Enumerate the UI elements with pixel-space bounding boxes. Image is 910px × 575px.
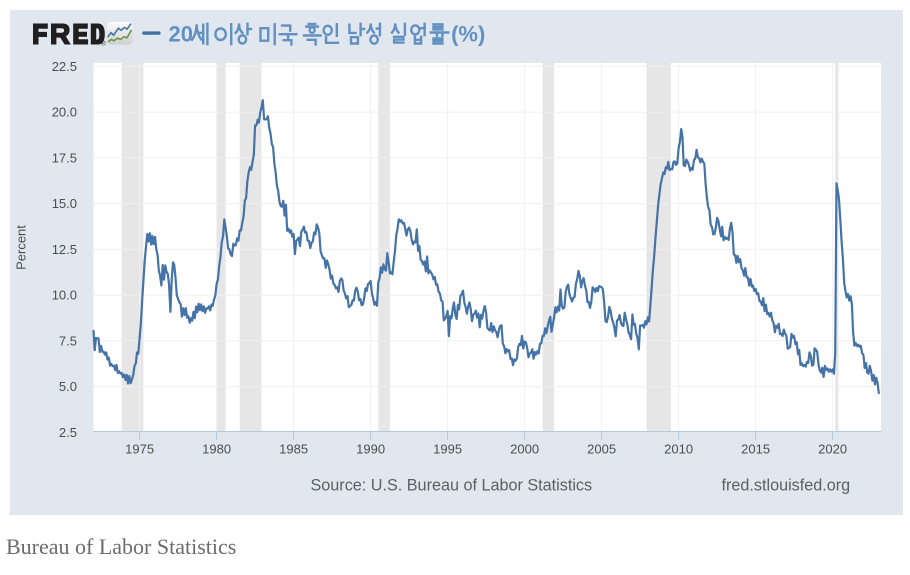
svg-text:fred.stlouisfed.org: fred.stlouisfed.org xyxy=(722,477,851,495)
svg-text:7.5: 7.5 xyxy=(59,333,77,348)
svg-text:2020: 2020 xyxy=(818,442,847,457)
svg-text:5.0: 5.0 xyxy=(59,379,77,394)
svg-text:15.0: 15.0 xyxy=(52,196,77,211)
svg-text:1985: 1985 xyxy=(279,442,308,457)
svg-text:Percent: Percent xyxy=(14,225,29,270)
svg-text:Bureau of Labor Statistics: Bureau of Labor Statistics xyxy=(6,534,236,559)
svg-text:2005: 2005 xyxy=(587,442,616,457)
svg-text:20: 20 xyxy=(169,21,193,46)
svg-text:®: ® xyxy=(101,40,106,48)
svg-text:1995: 1995 xyxy=(433,442,462,457)
svg-text:17.5: 17.5 xyxy=(52,150,77,165)
svg-text:20.0: 20.0 xyxy=(52,105,77,120)
svg-text:2010: 2010 xyxy=(664,442,693,457)
svg-text:2.5: 2.5 xyxy=(59,425,77,440)
svg-text:(%): (%) xyxy=(451,21,485,46)
svg-text:1990: 1990 xyxy=(356,442,385,457)
svg-text:1980: 1980 xyxy=(202,442,231,457)
svg-text:12.5: 12.5 xyxy=(52,242,77,257)
svg-text:22.5: 22.5 xyxy=(52,59,77,74)
svg-text:10.0: 10.0 xyxy=(52,288,77,303)
svg-text:1975: 1975 xyxy=(125,442,154,457)
svg-text:2015: 2015 xyxy=(741,442,770,457)
svg-text:2000: 2000 xyxy=(510,442,539,457)
svg-text:Source: U.S. Bureau of Labor S: Source: U.S. Bureau of Labor Statistics xyxy=(311,477,593,495)
